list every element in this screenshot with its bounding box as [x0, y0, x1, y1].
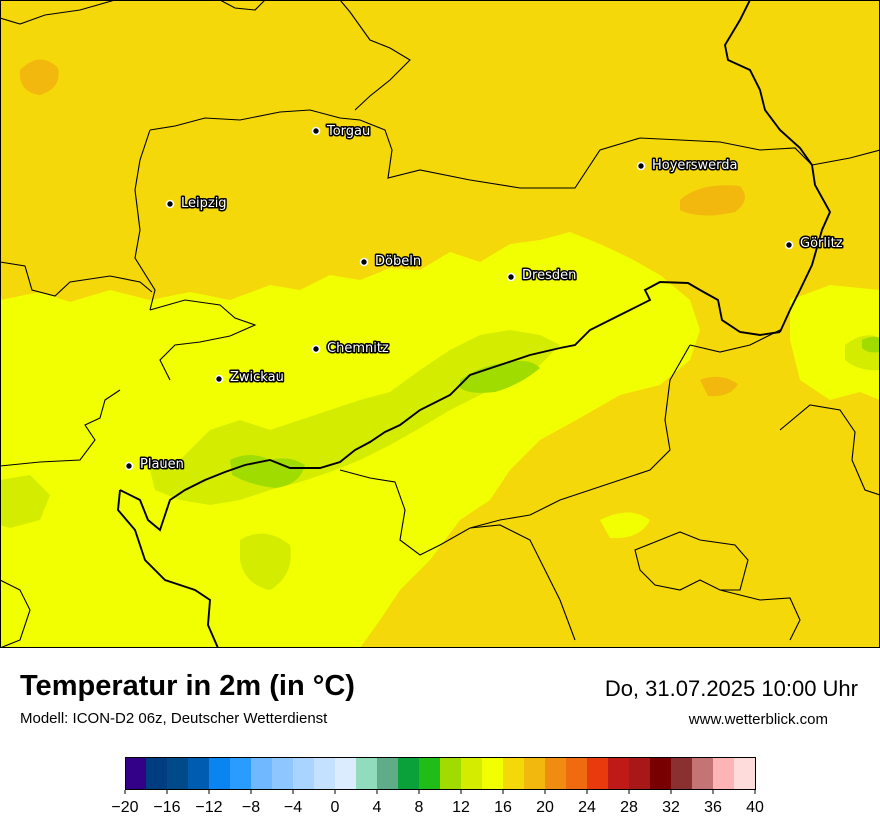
- legend-tick-label: −12: [195, 799, 222, 816]
- city-plauen[interactable]: Plauen: [124, 456, 185, 474]
- legend-swatch: [272, 757, 294, 790]
- legend-swatch: [650, 757, 672, 790]
- temperature-map: Torgau Hoyerswerda Leipzig Görlitz Döbel…: [0, 0, 880, 648]
- legend-tick-label: 32: [662, 799, 680, 816]
- city-chemnitz[interactable]: Chemnitz: [311, 340, 390, 358]
- legend-tick-label: 4: [373, 799, 382, 816]
- ridge-zone-west: [0, 475, 50, 528]
- city-hoyerswerda[interactable]: Hoyerswerda: [636, 157, 739, 175]
- svg-text:Görlitz: Görlitz: [800, 236, 843, 251]
- svg-text:Plauen: Plauen: [140, 457, 184, 472]
- svg-text:Döbeln: Döbeln: [375, 254, 421, 269]
- legend-tick-label: 36: [704, 799, 722, 816]
- ridge-zone-south: [240, 533, 291, 590]
- legend-swatch: [209, 757, 231, 790]
- legend-swatch: [440, 757, 462, 790]
- legend-tick-label: 0: [331, 799, 340, 816]
- legend-tick-label: 16: [494, 799, 512, 816]
- map-title: Temperatur in 2m (in °C): [20, 670, 355, 702]
- legend-tick-label: −8: [242, 799, 260, 816]
- legend-tick-label: −16: [153, 799, 180, 816]
- svg-text:Torgau: Torgau: [326, 124, 370, 139]
- legend-swatch: [503, 757, 525, 790]
- svg-text:Dresden: Dresden: [522, 268, 576, 283]
- svg-text:Leipzig: Leipzig: [181, 196, 227, 211]
- forecast-datetime: Do, 31.07.2025 10:00 Uhr: [604, 676, 858, 701]
- legend-swatch: [608, 757, 630, 790]
- legend-swatch: [524, 757, 546, 790]
- legend-tick-label: 40: [746, 799, 764, 816]
- legend-swatch: [587, 757, 609, 790]
- model-source: Modell: ICON-D2 06z, Deutscher Wetterdie…: [20, 710, 328, 727]
- city-dresden[interactable]: Dresden: [506, 267, 578, 285]
- legend-swatch: [146, 757, 168, 790]
- legend-swatch: [335, 757, 357, 790]
- legend-tick-label: 8: [415, 799, 424, 816]
- legend-swatch: [692, 757, 714, 790]
- color-legend: −20 −16 −12 −8 −4 0 4 8 12 16 20 24 28 32 36 40: [111, 757, 764, 816]
- svg-text:Zwickau: Zwickau: [230, 370, 284, 385]
- city-zwickau[interactable]: Zwickau: [214, 369, 285, 387]
- legend-swatch: [314, 757, 336, 790]
- cool-band-southeast: [600, 512, 650, 539]
- legend-swatch: [293, 757, 315, 790]
- national-border: [117, 0, 832, 648]
- cool-band-east: [790, 285, 880, 400]
- legend-swatch: [356, 757, 378, 790]
- legend-swatch: [629, 757, 651, 790]
- legend-tick-label: 20: [536, 799, 554, 816]
- legend-swatch: [734, 757, 756, 790]
- svg-text:Hoyerswerda: Hoyerswerda: [652, 158, 738, 173]
- legend-swatch: [461, 757, 483, 790]
- legend-swatch: [419, 757, 441, 790]
- city-torgau[interactable]: Torgau: [311, 123, 372, 141]
- legend-swatch: [230, 757, 252, 790]
- city-markers: Torgau Hoyerswerda Leipzig Görlitz Döbel…: [124, 123, 844, 474]
- svg-text:Chemnitz: Chemnitz: [327, 341, 389, 356]
- legend-swatches: [125, 757, 756, 790]
- legend-swatch: [125, 757, 147, 790]
- legend-tick-label: −4: [284, 799, 302, 816]
- legend-tick-label: 28: [620, 799, 638, 816]
- legend-tick-label: 12: [452, 799, 470, 816]
- legend-tick-label: 24: [578, 799, 596, 816]
- legend-swatch: [167, 757, 189, 790]
- website-link[interactable]: www.wetterblick.com: [688, 711, 828, 728]
- region-borders: [0, 0, 880, 648]
- legend-swatch: [251, 757, 273, 790]
- legend-swatch: [398, 757, 420, 790]
- legend-swatch: [713, 757, 735, 790]
- legend-frame: [125, 757, 756, 790]
- city-goerlitz[interactable]: Görlitz: [784, 235, 844, 253]
- legend-swatch: [482, 757, 504, 790]
- legend-swatch: [566, 757, 588, 790]
- legend-ticks: −20 −16 −12 −8 −4 0 4 8 12 16 20 24 28 32 36 40: [111, 790, 764, 816]
- warm-patches: [19, 59, 745, 397]
- legend-tick-label: −20: [111, 799, 138, 816]
- city-leipzig[interactable]: Leipzig: [165, 195, 228, 213]
- legend-swatch: [188, 757, 210, 790]
- green-cores: [230, 336, 880, 488]
- city-doebeln[interactable]: Döbeln: [359, 253, 423, 271]
- legend-swatch: [377, 757, 399, 790]
- legend-swatch: [545, 757, 567, 790]
- legend-swatch: [671, 757, 693, 790]
